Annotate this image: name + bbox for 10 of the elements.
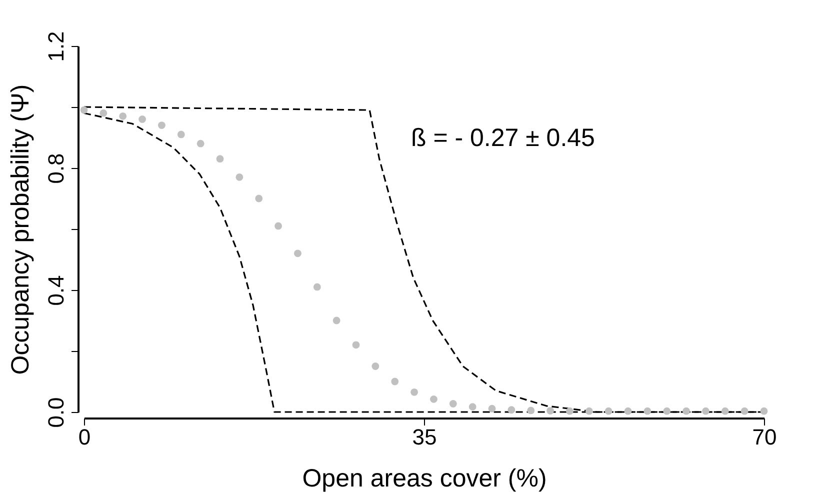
y-tick-label: 0.0 xyxy=(44,397,68,428)
y-tick-label: 0.8 xyxy=(44,153,68,184)
y-tick-label: 1.2 xyxy=(44,31,68,62)
y-axis-title: Occupancy probability (Ψ) xyxy=(6,84,34,375)
annotation: ß = - 0.27 ± 0.45 xyxy=(411,124,595,152)
x-tick-label: 70 xyxy=(752,424,777,450)
y-tick-label: 0.4 xyxy=(44,275,68,306)
x-tick-label: 0 xyxy=(78,424,91,450)
x-tick-label: 35 xyxy=(412,424,437,450)
x-axis-title: Open areas cover (%) xyxy=(302,464,547,492)
